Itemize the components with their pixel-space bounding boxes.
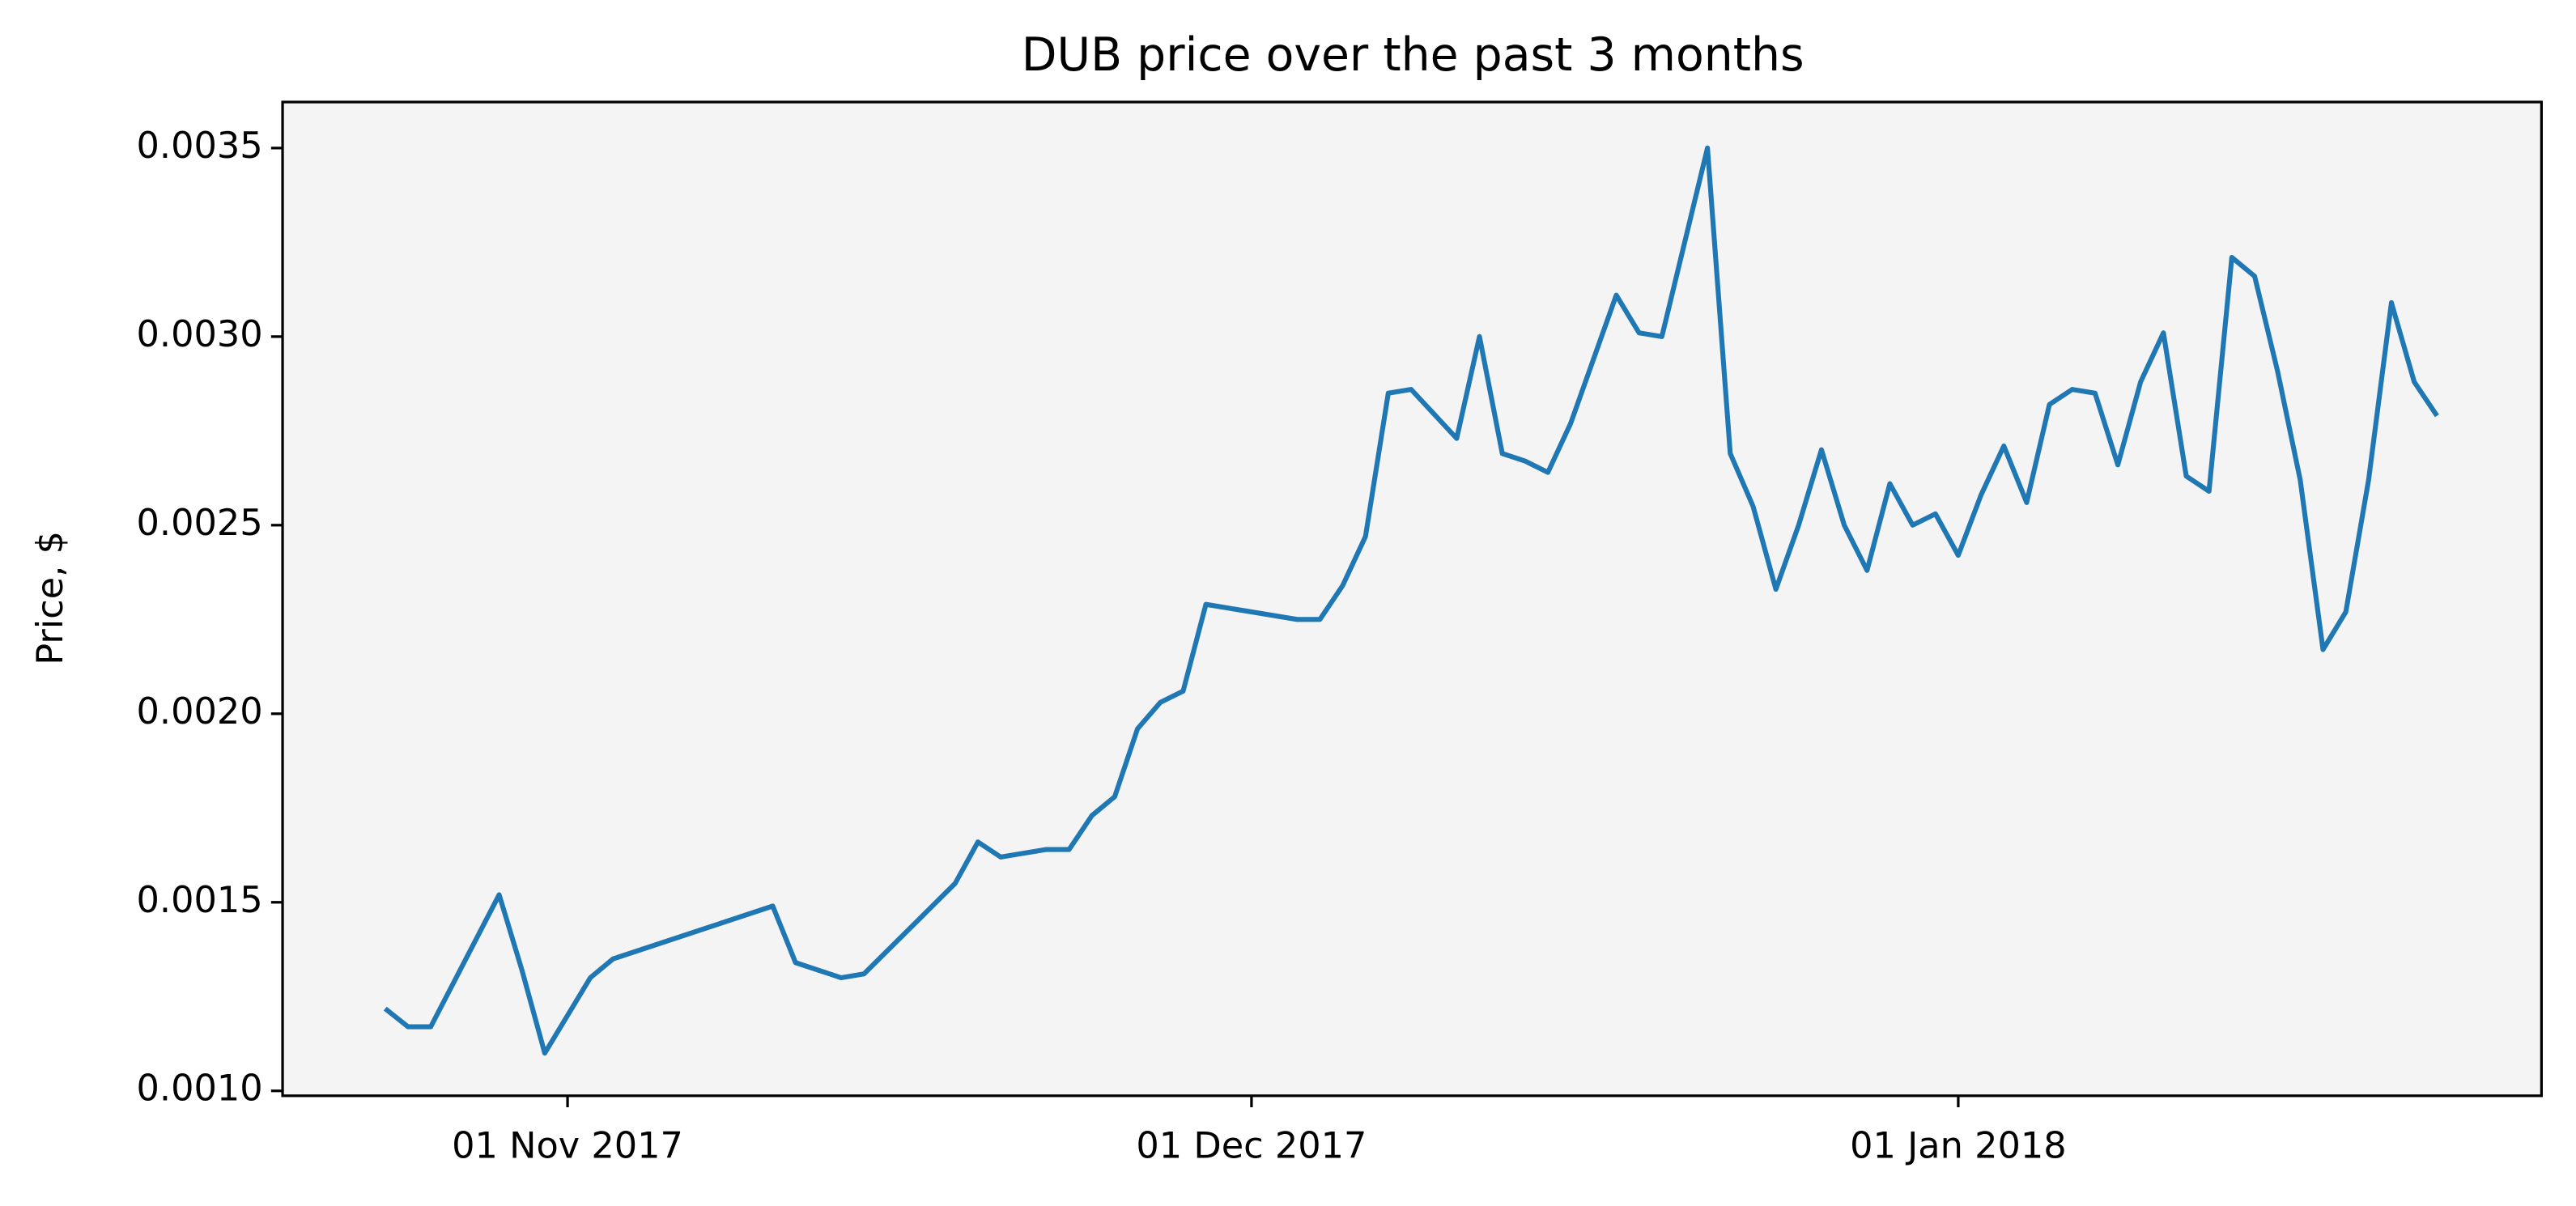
y-tick-label: 0.0025 xyxy=(137,502,263,544)
y-axis-label: Price, $ xyxy=(29,531,71,665)
x-tick-label: 01 Nov 2017 xyxy=(452,1125,683,1167)
chart-title: DUB price over the past 3 months xyxy=(1022,28,1804,82)
y-tick-label: 0.0030 xyxy=(137,313,263,355)
y-tick-label: 0.0020 xyxy=(137,690,263,733)
x-tick-label: 01 Jan 2018 xyxy=(1850,1125,2067,1167)
y-tick-label: 0.0010 xyxy=(137,1068,263,1110)
plot-frame xyxy=(281,100,2544,1098)
y-tick-label: 0.0035 xyxy=(137,125,263,167)
plot-area xyxy=(283,102,2542,1096)
price-line xyxy=(383,145,2439,1056)
x-tick-label: 01 Dec 2017 xyxy=(1136,1125,1367,1167)
y-tick-label: 0.0015 xyxy=(137,879,263,921)
